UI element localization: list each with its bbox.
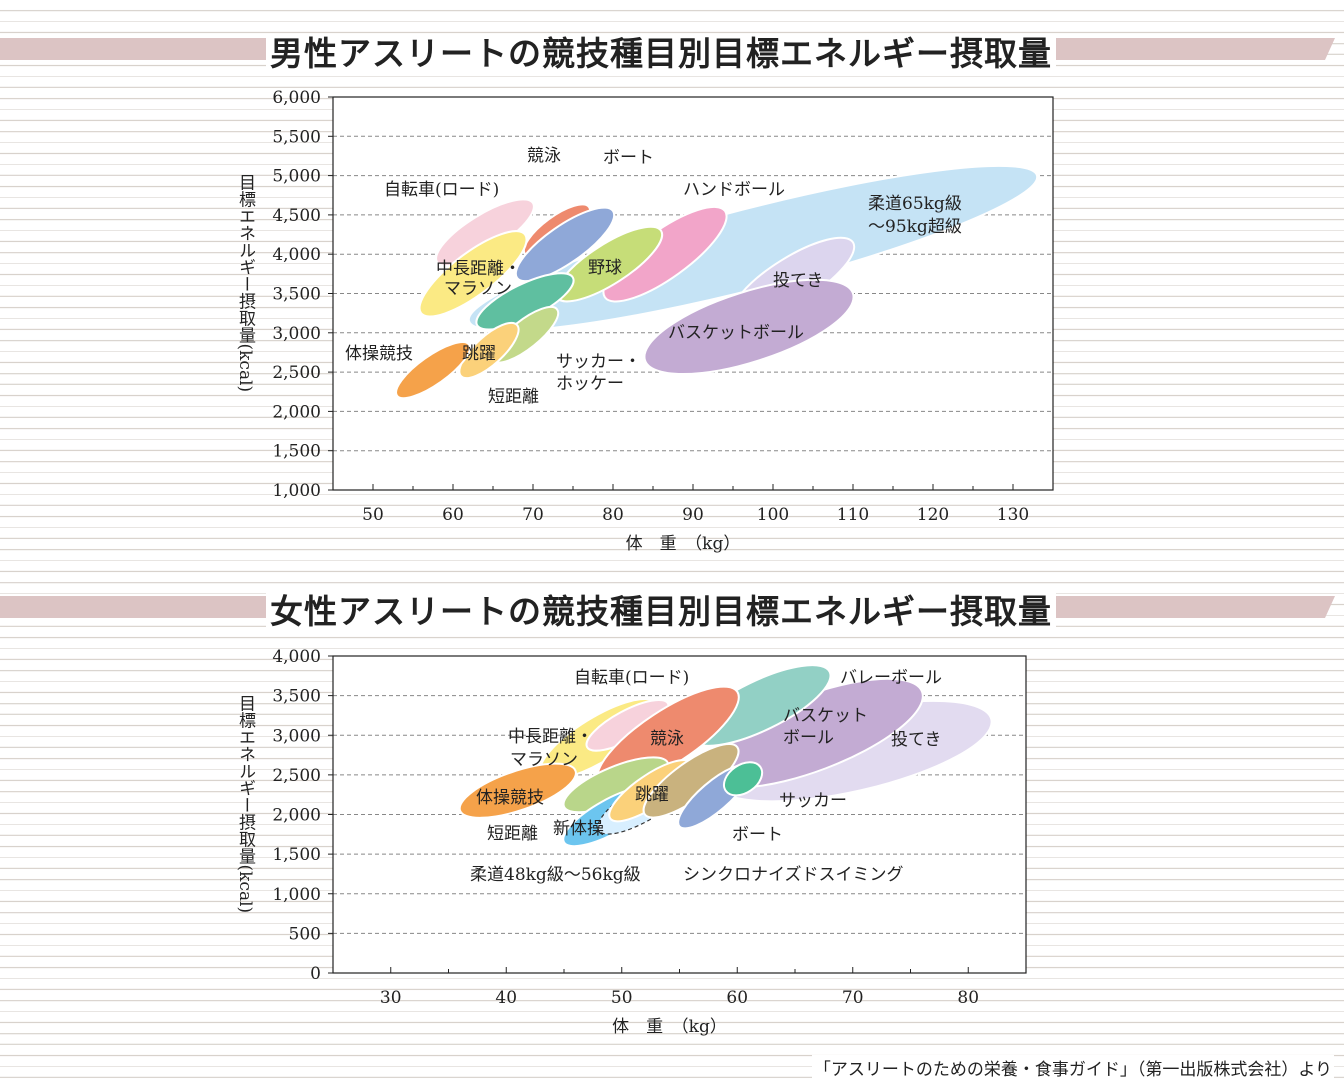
- male-region-3: [514, 206, 616, 283]
- female-ytick-label: 4,000: [272, 647, 321, 667]
- female-ytick-label: 3,000: [272, 726, 321, 746]
- female-chart-title: 女性アスリートの競技種目別目標エネルギー摂取量: [266, 585, 1344, 633]
- female-region-label: 新体操: [553, 819, 604, 839]
- female-ytick-label: 2,000: [272, 806, 321, 826]
- female-region-label: マラソン: [510, 750, 578, 770]
- female-chart: 0 500 1,000 1,500 2,000 2,500 3,000 3,500 4,000 3…: [235, 647, 1027, 1037]
- female-region-label: 自転車(ロード): [574, 668, 689, 688]
- male-xtick-label: 130: [997, 505, 1029, 525]
- male-ytick-label: 1,000: [272, 481, 321, 501]
- female-xtick-label: 80: [957, 988, 979, 1008]
- female-region-label: 跳躍: [635, 785, 669, 805]
- male-chart: 1,000 1,500 2,000 2,500 3,000 3,500 4,000 4,500…: [235, 88, 1054, 554]
- female-ytick-label: 1,000: [272, 885, 321, 905]
- male-region-label: バスケットボール: [668, 323, 804, 343]
- male-xtick-label: 60: [442, 505, 464, 525]
- male-plot-frame: [332, 96, 1054, 491]
- male-ytick-label: 3,500: [272, 285, 321, 305]
- male-xtick-label: 120: [917, 505, 949, 525]
- male-region-label: ホッケー: [556, 374, 624, 394]
- male-region-label: 柔道65kg級: [868, 194, 962, 214]
- female-region-label: 競泳: [650, 729, 684, 749]
- female-xtick-label: 70: [842, 988, 864, 1008]
- female-xtick-label: 30: [380, 988, 402, 1008]
- male-region-label: サッカー・: [556, 352, 641, 372]
- female-region-label: 柔道48kg級〜56kg級: [470, 865, 641, 885]
- male-chart-title: 男性アスリートの競技種目別目標エネルギー摂取量: [266, 27, 1344, 75]
- female-region-label: 投てき: [891, 730, 942, 750]
- female-region-label: サッカー: [779, 791, 847, 811]
- male-region-10: [395, 341, 471, 400]
- male-region-label: ハンドボール: [683, 180, 785, 200]
- male-xtick-label: 100: [757, 505, 789, 525]
- female-region-label: 中長距離・: [508, 727, 593, 747]
- male-region-12: [643, 278, 855, 376]
- female-region-13: [722, 761, 764, 797]
- male-region-label: マラソン: [444, 279, 512, 299]
- male-region-label: 野球: [588, 258, 622, 278]
- male-xtick-label: 90: [682, 505, 704, 525]
- male-ytick-label: 4,500: [272, 206, 321, 226]
- male-region-label: 競泳: [527, 146, 561, 166]
- male-region-label: 自転車(ロード): [384, 180, 499, 200]
- male-ytick-label: 5,000: [272, 167, 321, 187]
- male-region-9: [458, 321, 520, 380]
- male-ytick-label: 2,500: [272, 363, 321, 383]
- female-region-label: ボール: [783, 728, 834, 748]
- male-region-label: 体操競技: [345, 344, 413, 364]
- male-region-label: ボート: [603, 148, 654, 168]
- female-ytick-label: 0: [310, 964, 321, 984]
- female-xtick-label: 50: [611, 988, 633, 1008]
- source-citation: 「アスリートのための栄養・食事ガイド」（第一出版株式会社）より: [811, 1055, 1334, 1080]
- male-xtick-label: 80: [602, 505, 624, 525]
- female-region-6: [458, 762, 577, 819]
- male-region-label: 〜95kg超級: [868, 217, 962, 237]
- male-ytick-label: 4,000: [272, 245, 321, 265]
- male-xaxis-label: 体 重 （kg）: [626, 534, 741, 554]
- male-ytick-label: 3,000: [272, 324, 321, 344]
- male-xtick-label: 70: [522, 505, 544, 525]
- female-region-label: 短距離: [487, 824, 538, 844]
- male-xtick-label: 110: [837, 505, 869, 525]
- female-region-label: バレーボール: [840, 668, 942, 688]
- male-yaxis-label: 目標エネルギー摂取量(kcal): [235, 174, 256, 393]
- female-ytick-label: 1,500: [272, 845, 321, 865]
- male-ytick-label: 1,500: [272, 442, 321, 462]
- female-region-label: バスケット: [783, 706, 868, 726]
- male-region-6: [418, 230, 528, 318]
- female-yaxis-label: 目標エネルギー摂取量(kcal): [235, 695, 256, 914]
- female-plot-frame: [332, 655, 1027, 974]
- female-region-label: 体操競技: [476, 788, 544, 808]
- female-xtick-label: 60: [726, 988, 748, 1008]
- male-ytick-label: 5,500: [272, 127, 321, 147]
- female-xtick-label: 40: [495, 988, 517, 1008]
- male-ytick-label: 6,000: [272, 88, 321, 108]
- male-region-label: 中長距離・: [436, 259, 521, 279]
- male-region-label: 跳躍: [462, 344, 496, 364]
- male-region-label: 投てき: [773, 271, 824, 291]
- male-ytick-label: 2,000: [272, 402, 321, 422]
- female-region-label: シンクロナイズドスイミング: [683, 865, 904, 885]
- female-ytick-label: 2,500: [272, 766, 321, 786]
- female-ytick-label: 500: [289, 924, 321, 944]
- male-xtick-label: 50: [362, 505, 384, 525]
- female-ytick-label: 3,500: [272, 687, 321, 707]
- male-region-label: 短距離: [488, 387, 539, 407]
- female-region-label: ボート: [732, 825, 783, 845]
- female-xaxis-label: 体 重 （kg）: [612, 1017, 727, 1037]
